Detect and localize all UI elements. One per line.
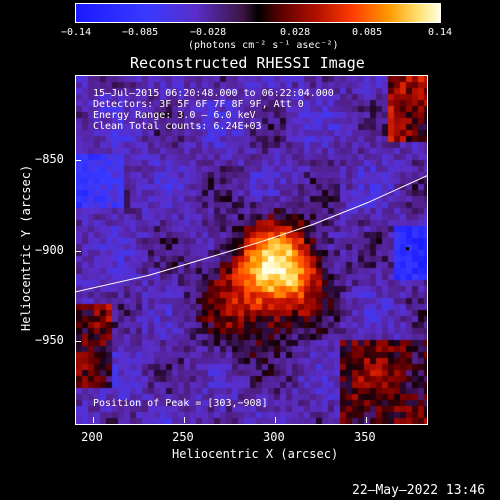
plot-area: 15–Jul–2015 06:20:48.000 to 06:22:04.000… [75,75,428,425]
y-tick-label: −950 [35,333,64,348]
plot-overlay [76,175,427,293]
colorbar-tick: 0.085 [352,27,383,38]
x-tick-label: 200 [81,430,103,444]
x-axis-label: Heliocentric X (arcsec) [172,447,339,461]
x-tick [93,417,95,423]
x-tick [184,417,186,423]
y-tick [75,160,81,162]
colorbar [75,3,441,23]
info-clean: Clean Total counts: 6.24E+03 [93,121,262,132]
colorbar-tick: −0.14 [61,27,92,38]
colorbar-tick: −0.085 [122,27,159,38]
y-axis-label: Heliocentric Y (arcsec) [19,164,33,331]
y-tick-label: −900 [35,242,64,257]
x-tick-label: 300 [263,430,285,444]
info-energy: Energy Range: 3.0 – 6.0 keV [93,110,256,121]
footer-date: 22–May–2022 13:46 [352,483,486,498]
x-tick-label: 350 [353,430,376,444]
x-tick [275,417,277,423]
colorbar-unit-label: (photons cm⁻² s⁻¹ asec⁻²) [188,40,339,51]
colorbar-tick: 0.14 [428,27,453,38]
peak-marker [405,247,409,251]
solar-limb-line [76,175,427,293]
chart-title: Reconstructed RHESSI Image [130,54,365,72]
y-tick [75,250,81,252]
info-detectors: Detectors: 3F 5F 6F 7F 8F 9F, Att 0 [93,99,304,110]
colorbar-tick: −0.028 [190,27,227,38]
peak-position-label: Position of Peak = [303,−908] [93,398,268,409]
heatmap-image [76,76,427,424]
x-tick-label: 250 [172,430,194,444]
info-time: 15–Jul–2015 06:20:48.000 to 06:22:04.000 [93,88,334,99]
x-tick [365,417,367,423]
y-tick [75,341,81,343]
colorbar-tick: 0.028 [280,27,311,38]
y-tick-label: −850 [35,152,64,167]
